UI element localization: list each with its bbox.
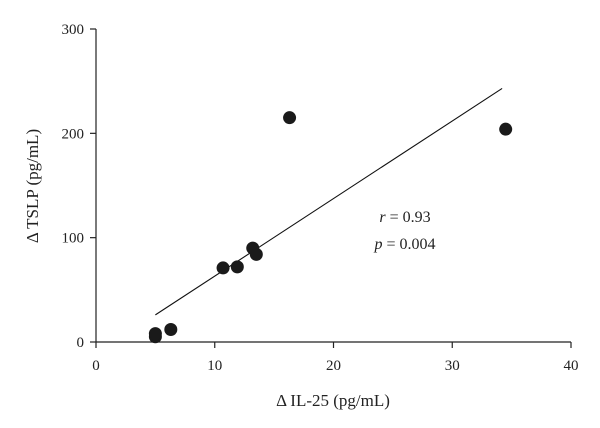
y-tick-label: 300 (62, 22, 85, 38)
data-points (148, 111, 513, 344)
data-point (283, 111, 297, 125)
x-tick-label: 30 (445, 358, 460, 374)
y-tick-label: 200 (62, 126, 85, 142)
p-symbol: p (373, 236, 382, 253)
axes (95, 29, 571, 343)
x-tick-label: 10 (207, 358, 222, 374)
y-tick-label: 100 (62, 231, 85, 247)
r-value: = 0.93 (386, 209, 431, 226)
y-tick-label: 0 (77, 335, 85, 351)
r-symbol: r (379, 209, 386, 226)
data-point (216, 261, 230, 275)
y-axis-title: Δ TSLP (pg/mL) (23, 129, 42, 243)
data-point (148, 327, 162, 341)
regression-line (155, 88, 503, 316)
p-value: = 0.004 (382, 236, 435, 253)
x-tick-label: 40 (564, 358, 579, 374)
correlation-annotation: r = 0.93 (379, 209, 430, 226)
ticks: 0 10 20 30 40 0 100 200 300 (62, 22, 579, 374)
x-tick-label: 0 (92, 358, 100, 374)
data-point (164, 322, 178, 336)
p-value-annotation: p = 0.004 (373, 236, 435, 253)
data-point (230, 260, 244, 274)
fit-line-group (155, 88, 503, 316)
x-axis-title: Δ IL-25 (pg/mL) (276, 391, 390, 410)
data-point (249, 247, 263, 261)
data-point (499, 122, 513, 136)
x-tick-label: 20 (326, 358, 341, 374)
